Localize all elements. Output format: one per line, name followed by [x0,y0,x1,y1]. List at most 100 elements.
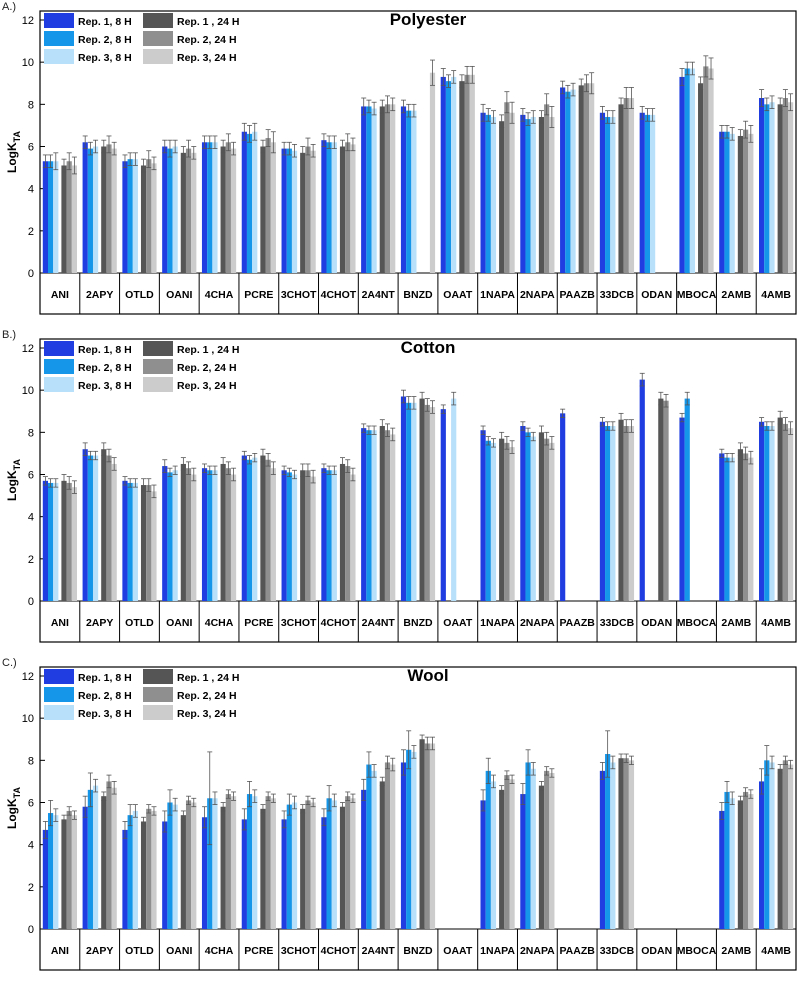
bar [101,796,107,929]
bar [549,442,555,601]
x-tick-label: 3CHOT [281,945,317,957]
plot-frame [39,666,797,971]
bar [698,83,704,273]
bar [361,106,367,273]
panel-label: B.) [2,329,16,341]
y-axis-label: LogKTA [5,131,22,173]
bar [47,161,54,273]
bar [172,804,178,929]
bar [769,762,775,929]
bar [605,116,611,273]
bar [589,83,595,273]
x-tick-label: 4CHOT [321,617,357,629]
bar [246,133,253,273]
bar [459,81,465,274]
y-tick-label: 10 [22,713,34,725]
bar [371,430,377,601]
legend-label: Rep. 2, 8 H [78,690,132,702]
bar [384,104,391,273]
bar [167,472,173,601]
y-tick-label: 10 [22,385,34,397]
bar [212,470,218,601]
bar [61,819,67,929]
bar [127,482,133,601]
bar [321,468,327,601]
x-tick-label: 4AMB [761,289,791,301]
bar [326,470,332,601]
bar [490,442,497,601]
bar [788,428,794,601]
bar [82,449,88,601]
bar [719,453,725,601]
bar [326,142,332,273]
bar [610,426,616,601]
bar [101,449,107,601]
y-tick-label: 2 [28,882,34,894]
bar [650,114,656,273]
x-tick-label: 2A4NT [362,945,396,957]
legend-label: Rep. 3, 24 H [177,708,237,720]
bar [605,754,611,929]
x-tick-label: ODAN [641,289,672,301]
bar [331,800,337,929]
y-tick-label: 2 [28,554,34,566]
bar [162,821,168,929]
plot-frame [39,338,797,643]
bar [212,142,218,273]
bar [191,152,197,273]
legend: Rep. 1, 8 H Rep. 2, 8 H Rep. 3, 8 H Rep. 1 … [44,341,239,392]
bar [212,798,218,929]
bar [265,796,271,929]
chart-panel-2: B.) 0 2 4 6 8 10 12 LogKTA ANI 2APY OTLD OANI 4CHA PCR… [2,329,797,643]
x-tick-label: BNZD [403,617,433,629]
x-tick-label: OANI [166,945,192,957]
bar [140,821,147,929]
x-tick-label: 33DCB [600,945,635,957]
bar [291,474,298,601]
bar [361,789,367,929]
bar [599,112,606,274]
bar [230,474,237,601]
bar [583,83,590,273]
legend-swatch [44,49,74,64]
x-tick-label: PCRE [244,617,273,629]
bar [509,112,515,274]
x-tick-label: 4CHA [205,617,234,629]
bar [424,743,430,929]
bar [429,407,436,601]
bar [345,142,351,273]
bar [618,419,624,601]
bar [390,764,396,929]
x-tick-label: 2NAPA [520,617,555,629]
bar [101,146,107,273]
legend-label: Rep. 2, 24 H [177,690,237,702]
bar [610,762,616,929]
bar [331,470,337,601]
bar [469,74,475,273]
legend-swatch [44,705,74,720]
bar [201,817,208,929]
x-tick-label: ANI [51,289,69,301]
bar [411,402,417,601]
bar [71,487,77,601]
bar [788,102,794,273]
bar [684,68,690,273]
bar [724,131,730,273]
legend-label: Rep. 2, 24 H [177,34,237,46]
bar [310,802,316,929]
x-tick-label: OTLD [125,617,154,629]
x-tick-label: MBOCA [677,945,717,957]
bar [538,785,545,929]
y-tick-label: 12 [22,15,34,27]
bar [111,463,117,601]
bar [87,148,93,273]
bar [207,470,213,601]
bar [151,810,157,929]
panel-label: C.) [2,657,17,669]
x-tick-label: 2AMB [721,617,751,629]
bar [225,468,231,601]
bar [759,781,765,929]
bar [419,739,425,929]
chart-title: Cotton [401,338,456,357]
bar [384,430,391,601]
